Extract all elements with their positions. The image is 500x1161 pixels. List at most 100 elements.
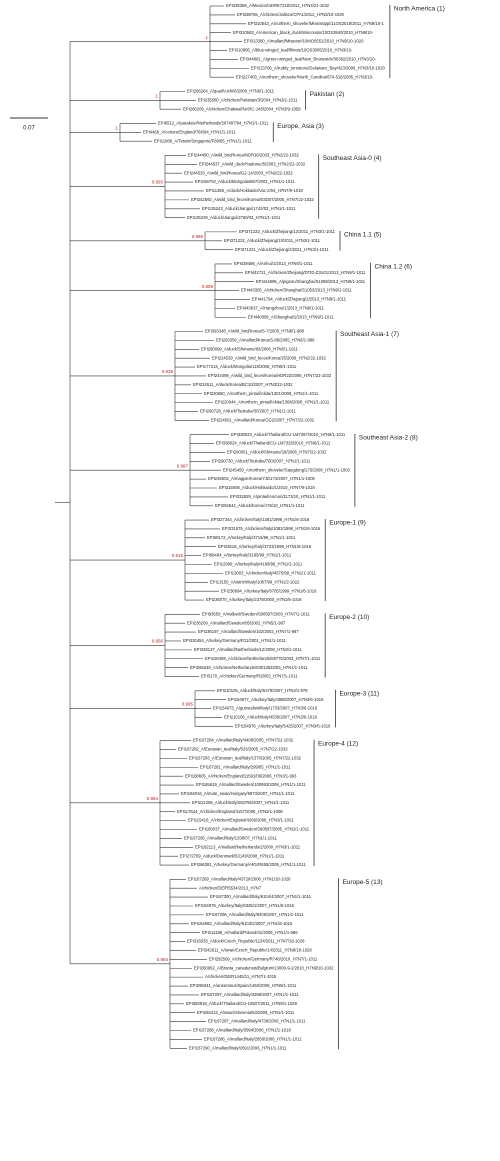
leaf-label: EPI167300_A/mallard/Italy/6104/4/2007_H7… [210, 894, 312, 899]
leaf-label: EPI315608_A/duck/Hokkaido/1/2010_H7N7/9-… [219, 485, 315, 490]
leaf-label: EPI11360_A/duck/Hokkaido/Vac-2/04_H7N7/9… [206, 188, 303, 193]
leaf-label: EPI335368_A/Mexico/InDRE7218/2012_H7N3/2… [226, 3, 330, 8]
leaf-label: EPI11668_A/Tessin/Singapore/F89/95_H7N1/… [154, 138, 252, 143]
leaf-label: EPI177213_A/duck/Mongolia/119/2008_H7N9/… [197, 364, 297, 369]
leaf-label: EPI344881_A/green-winged_teal/New_Brunsw… [240, 56, 377, 61]
leaf-label: EPI167295_A/mallard/Italy/1336/07_H7N1/1… [184, 836, 277, 841]
leaf-label: EPI236197_A/mallard/Sweden/102/2002_H7N7… [198, 629, 299, 634]
leaf-label: EPI154979_A/turkey/Italy/6325/1/2007_H7N… [195, 903, 295, 908]
leaf-label: EPI338024_A/duck/Thailand/CU-LM7328/2010… [216, 441, 331, 446]
clade-label: China 1.1 (5) [344, 232, 382, 239]
leaf-label: EPI235580_A/chicken/Pakistan/3/2004_H7N3… [198, 97, 298, 102]
leaf-label: EPI371222_A/duck/Zhejiang/10/2011_H7N3/1… [224, 238, 321, 243]
support-value: 0.987 [177, 463, 189, 468]
leaf-label: EPI6512_A/parakeet/Netherlands/267497/94… [158, 120, 269, 125]
leaf-label: EPI244533_A/wild_bird/Korea/G2-14/2003_H… [184, 170, 293, 175]
support-value: 0.959 [202, 284, 214, 289]
leaf-label: EPI68484_A/turkey/Italy/3185/99_H7N1/1-1… [203, 553, 292, 558]
clade-label: Europe-3 (11) [339, 690, 379, 697]
leaf-label: EPI236694_A/turkey/Italy/9705/1999_H7N1/… [221, 588, 317, 593]
leaf-label: EPI313380_A/mallard/Missouri/10MO0551/20… [244, 39, 364, 44]
leaf-label: EPI154976_A/turkey/Italy/5425/2007_H7N3/… [235, 723, 331, 728]
leaf-label: EPI210106_A/duck/Italy/4536/2007_H7N3/6-… [224, 715, 318, 720]
leaf-label: EPI168605_A/chicken/England/11591/06/200… [185, 773, 297, 778]
support-value: 1 [205, 35, 208, 40]
leaf-label: EPI260952_A/Branta_canadensis/Belgium/13… [194, 965, 334, 970]
leaf-label: EPI125243_A/duck/Jiangxi/1742/03_H7N1/1-… [202, 206, 296, 211]
leaf-label: EPI371223_A/duck/Zhejiang/12/2011_H7N3/1… [239, 229, 336, 234]
leaf-label: EPI125229_A/duck/Jiangxi/2760/03_H7N1/1-… [187, 215, 281, 220]
leaf-label: EPI338755_A/chicken/Jalisco/CPA1/2012_H7… [237, 12, 345, 17]
leaf-label: EPI313706_A/ruddy_turnstone/Delaware_Bay… [251, 65, 386, 70]
leaf-label: EPI310895_A/blue-winged_teal/Illinois/10… [229, 48, 353, 53]
leaf-label: EPI167287_A/mallard/Italy/4738/2006_H7N1… [208, 1019, 306, 1024]
leaf-label: EPI13150_A/ostrich/Italy/1067/99_H7N1/2-… [210, 579, 300, 584]
leaf-label: EPI224511_A/duck/Korea/BC10/2007_H7N3/22… [193, 382, 293, 387]
leaf-label: EPI220644_A/northern_pintail/Akita/1368/… [215, 400, 330, 405]
leaf-label: EPI292644_A/duck/Korea/A76/10_H7N1/1-101… [215, 503, 305, 508]
leaf-label: EPI167290_A/mallard/Italy/2691/2006_H7N1… [189, 1045, 287, 1050]
clade-label: Europe-1 (9) [329, 520, 366, 527]
leaf-label: EPI443305_A/chicken/Shanghai/S1053/2013_… [241, 288, 352, 293]
leaf-label: EPI292569_A/chicken/Germany/R748/2010_H7… [209, 956, 318, 961]
leaf-label: EPI266209_A/chicken/Chakwal/NARC-148/200… [183, 106, 301, 111]
leaf-label: EPI236070_A/turkey/Italy/2379/2000_H7N1/… [206, 597, 302, 602]
leaf-label: EPI154973_A/guineafowl/Italy/1733/2007_H… [213, 706, 318, 711]
leaf-label: EPI184016_A/mute_swan/Hungary/5973/2007_… [181, 791, 295, 796]
leaf-label: EPI167282_A/Eurasian_teal/Italy/533/2005… [178, 747, 288, 752]
leaf-label: EPI3170_A/chicken/Germany/R28/03_H7N7/1-… [201, 674, 298, 679]
leaf-label: EPI211188_A/mallard/Poland/41/2006_H7N1/… [202, 930, 298, 935]
leaf-label: EPI12998_A/turkey/Italy/4169/99_H7N1/1-1… [214, 562, 303, 567]
leaf-label: EPI236209_A/mallard/Sweden/85/2002_H7N5/… [187, 620, 286, 625]
leaf-label: EPI227403_A/northern_shoveler/North_Caro… [236, 74, 374, 79]
leaf-label: EPI154982_A/mallard/Italy/6103/2/2007_H7… [191, 921, 293, 926]
leaf-label: EPI167296_A/mallard/Italy/6405/2007_H7N1… [206, 912, 304, 917]
leaf-label: EPI290730_A/duck/Tsukuba/700/2007_H7N1/1… [212, 458, 311, 463]
leaf-label: EPI244499_A/wild_bird_feces/Korea/HDR22/… [208, 373, 332, 378]
leaf-label: EPI4466_A/conure/England/766/94_H7N1/1-1… [143, 129, 236, 134]
clade-label: Southeast Asia-0 (4) [323, 155, 382, 162]
leaf-label: EPI266381_A/turkey/Germany/AR1/R655/2009… [191, 862, 306, 867]
support-value: 0.984 [147, 796, 159, 801]
leaf-label: EPI13003_A/chicken/Italy/4575/99_H7N1/1-… [225, 570, 317, 575]
leaf-label: EPI265048_A/chicken/Netherlands/03013833… [190, 665, 308, 670]
leaf-label: EPI167297_A/mallard/Italy/3396/2007_H7N1… [201, 992, 299, 997]
clade-label: Europe-4 (12) [318, 740, 358, 747]
leaf-label: EPI167284_A/mallard/Italy/4408/2005_H7N7… [193, 738, 294, 743]
leaf-label: EPI100469_A/chicken/Netherlands/06775/20… [205, 656, 321, 661]
scale-label: 0.07 [23, 126, 35, 132]
clade-label: Europe-5 (13) [342, 879, 382, 886]
leaf-label: EPI165037_A/mallard/Sweden/S90597/2005_H… [199, 827, 310, 832]
leaf-label: EPI328137_A/mallard/Netherlands/12/2000_… [194, 647, 302, 652]
leaf-label: EPI224501_A/mallard/Korea/GG2/2007_H7N7/… [211, 418, 315, 423]
leaf-label: EPI330454_A/turkey/Germany/R11/2001_H7N1… [183, 638, 286, 643]
leaf-label: EPI442721_A/chicken/Zhejiang/DTID-ZJU01/… [245, 270, 366, 275]
leaf-label: EPI154977_A/turkey/Italy/3889/2007_H7N3/… [228, 697, 324, 702]
clade-label: Southeast Asia-1 (7) [340, 331, 399, 338]
support-value: 0.993 [152, 180, 164, 185]
support-value: 0.995 [182, 702, 194, 707]
leaf-label: EPI393348_A/wild_bird/Korea/S-7/2005_H7N… [205, 329, 305, 334]
leaf-label: EPI167281_A/mallard/Italy/299/05_H7N1/1-… [200, 764, 291, 769]
leaf-label: EPI242592_A/wild_bird_feces/Korea/ESD07/… [191, 197, 314, 202]
leaf-label: EPI290051_A/duck/Shimane/18/2006_H7N7/22… [227, 450, 327, 455]
leaf-label: EPI310563_A/American_black_duck/Wisconsi… [233, 30, 374, 35]
leaf-label: EPI165619_A/mallard/Sweden/100993/2008_H… [196, 782, 306, 787]
support-value: 0.956 [152, 639, 164, 644]
leaf-label: A/chicken/DE/R5534/2013_H7N7 [199, 885, 262, 890]
support-value: 0.984 [157, 957, 169, 962]
clade-label: Pakistan (2) [310, 91, 345, 98]
leaf-label: EPI167283_A/Eurasian_teal/Italy/1370/200… [189, 755, 302, 760]
leaf-label: EPI93559_A/mallard/Sweden/S90597/2003_H7… [202, 611, 310, 616]
clade-label: Southeast Asia-2 (8) [359, 434, 418, 441]
leaf-label: EPI290728_A/duck/Tsukuba/30/2007_H7N1/1-… [200, 409, 297, 414]
support-value: 1 [155, 93, 158, 98]
leaf-label: EPI182113_A/mallard/Netherlands/2/2000_H… [195, 844, 301, 849]
support-value: 0.915 [172, 553, 184, 558]
leaf-label: EPI310543_A/northern_shoveler/Mississipp… [248, 21, 384, 26]
leaf-label: EPI224539_A/wild_bird_feces/Korea/J5/200… [212, 355, 327, 360]
leaf-label: EPI332629_A/pintail/Aomori/1173/10_H7N1/… [230, 494, 326, 499]
leaf-label: EPI245459_A/northern_shoveler/Saogdong/1… [223, 467, 351, 472]
clade-label: North America (1) [394, 6, 445, 13]
